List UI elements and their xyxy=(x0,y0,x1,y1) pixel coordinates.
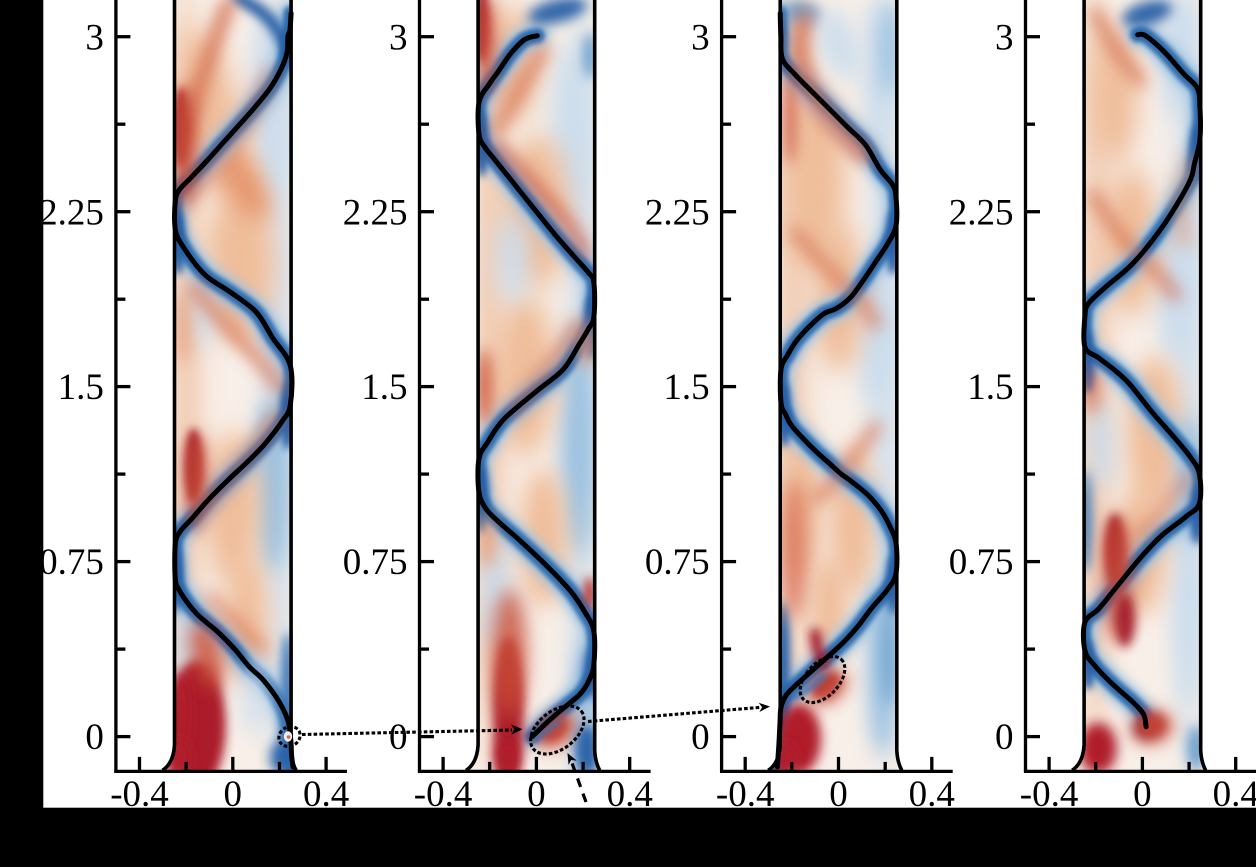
svg-text:2.25: 2.25 xyxy=(949,192,1014,233)
svg-text:0.75: 0.75 xyxy=(645,542,710,583)
svg-text:-0.4: -0.4 xyxy=(716,774,775,815)
svg-text:-0.4: -0.4 xyxy=(414,774,473,815)
svg-text:3: 3 xyxy=(389,17,408,58)
svg-text:-0.4: -0.4 xyxy=(110,774,169,815)
svg-text:0.4: 0.4 xyxy=(1213,774,1256,815)
svg-text:0: 0 xyxy=(995,717,1014,758)
svg-text:2.25: 2.25 xyxy=(645,192,710,233)
svg-text:0.4: 0.4 xyxy=(909,774,955,815)
svg-text:3: 3 xyxy=(85,17,104,58)
svg-text:1.5: 1.5 xyxy=(663,367,709,408)
svg-text:0.4: 0.4 xyxy=(607,774,653,815)
svg-text:1.5: 1.5 xyxy=(58,367,104,408)
svg-text:0: 0 xyxy=(389,717,408,758)
svg-text:0: 0 xyxy=(829,774,848,815)
svg-text:2.25: 2.25 xyxy=(343,192,408,233)
svg-text:3: 3 xyxy=(691,17,710,58)
svg-text:-0.4: -0.4 xyxy=(1020,774,1079,815)
svg-text:0: 0 xyxy=(224,774,243,815)
svg-text:0: 0 xyxy=(1133,774,1152,815)
svg-text:3: 3 xyxy=(995,17,1014,58)
svg-text:2.25: 2.25 xyxy=(39,192,104,233)
svg-text:0.75: 0.75 xyxy=(39,542,104,583)
svg-text:0.4: 0.4 xyxy=(303,774,349,815)
svg-text:0: 0 xyxy=(527,774,546,815)
svg-text:0: 0 xyxy=(691,717,710,758)
svg-text:1.5: 1.5 xyxy=(967,367,1013,408)
svg-text:1.5: 1.5 xyxy=(361,367,407,408)
svg-text:0.75: 0.75 xyxy=(949,542,1014,583)
svg-text:0.75: 0.75 xyxy=(343,542,408,583)
svg-text:0: 0 xyxy=(85,717,104,758)
